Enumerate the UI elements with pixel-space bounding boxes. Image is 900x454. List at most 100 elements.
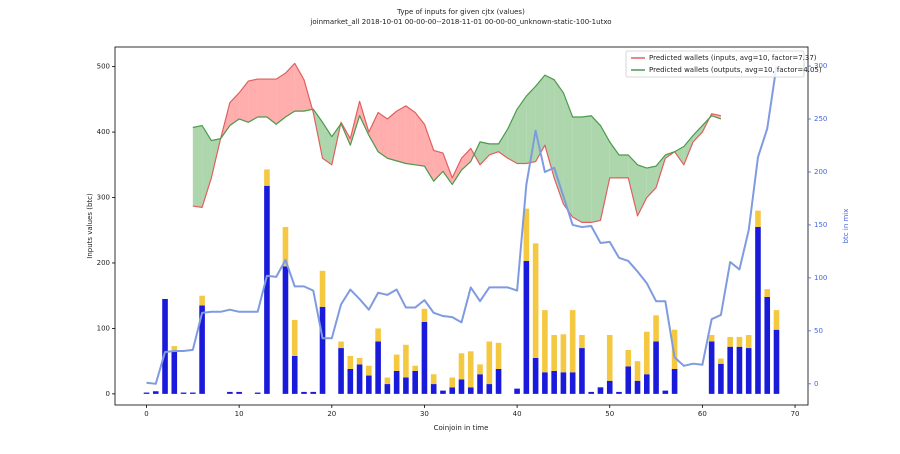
bar-segment: [607, 381, 613, 394]
bar-segment: [366, 376, 372, 394]
bar-segment: [709, 335, 715, 342]
bar-segment: [283, 266, 289, 394]
bar-segment: [616, 392, 622, 394]
bar-segment: [570, 372, 576, 394]
x-tick-label: 10: [235, 410, 244, 418]
bar-segment: [357, 364, 363, 393]
bar-segment: [310, 392, 316, 394]
y2-tick-label: 250: [814, 115, 827, 123]
y-tick-label: 400: [97, 128, 110, 136]
bar-segment: [644, 332, 650, 375]
bar-segment: [422, 309, 428, 322]
y2-axis-label: btc in mix: [842, 209, 850, 244]
bar-segment: [774, 310, 780, 330]
bar-segment: [412, 366, 418, 371]
bar-segment: [440, 391, 446, 394]
bar-segment: [579, 335, 585, 348]
bar-segment: [542, 310, 548, 372]
legend-label: Predicted wallets (inputs, avg=10, facto…: [649, 54, 817, 62]
bar-segment: [264, 169, 270, 185]
bar-segment: [422, 322, 428, 394]
bar-segment: [301, 392, 307, 394]
bar-segment: [542, 372, 548, 394]
bar-segment: [348, 369, 354, 394]
bar-segment: [477, 374, 483, 394]
bar-segment: [718, 359, 724, 364]
y-tick-label: 500: [97, 63, 110, 71]
bar-segment: [468, 351, 474, 387]
fill-between: [258, 79, 267, 117]
fill-between: [248, 79, 257, 122]
bar-segment: [496, 369, 502, 394]
bar-segment: [227, 392, 233, 394]
bar-segment: [162, 299, 168, 394]
bar-segment: [403, 378, 409, 394]
fill-between: [619, 155, 628, 178]
y-tick-label: 100: [97, 324, 110, 332]
x-tick-label: 30: [420, 410, 429, 418]
bar-segment: [338, 348, 344, 394]
bar-segment: [755, 211, 761, 227]
y-tick-label: 200: [97, 259, 110, 267]
bar-segment: [153, 391, 159, 394]
fill-between: [193, 126, 202, 208]
bar-segment: [459, 379, 465, 393]
bar-segment: [394, 355, 400, 371]
x-tick-label: 50: [605, 410, 614, 418]
bar-segment: [199, 296, 205, 306]
bar-segment: [486, 384, 492, 394]
chart-title: Type of inputs for given cjtx (values): [396, 8, 525, 16]
y2-tick-label: 200: [814, 168, 827, 176]
x-tick-label: 20: [327, 410, 336, 418]
x-axis-label: Coinjoin in time: [434, 424, 489, 432]
bar-segment: [486, 342, 492, 385]
fill-between: [369, 112, 378, 151]
fill-between: [610, 142, 619, 178]
bar-segment: [718, 364, 724, 394]
bar-segment: [746, 335, 752, 348]
bar-segment: [588, 392, 594, 394]
fill-between: [508, 109, 517, 163]
bar-segment: [320, 271, 326, 307]
bar-segment: [709, 342, 715, 394]
bar-segment: [607, 335, 613, 381]
bar-segment: [292, 356, 298, 394]
bar-segment: [533, 243, 539, 358]
bar-segment: [320, 307, 326, 394]
bar-segment: [561, 372, 567, 394]
bar-segment: [635, 381, 641, 394]
bar-segment: [403, 345, 409, 378]
bar-segment: [727, 337, 733, 347]
bar-segment: [338, 342, 344, 349]
bar-segment: [449, 378, 455, 388]
bar-segment: [764, 297, 770, 394]
y2-tick-label: 150: [814, 221, 827, 229]
bar-segment: [663, 391, 669, 394]
bar-segment: [737, 347, 743, 394]
fill-between: [378, 112, 387, 158]
fill-between: [499, 129, 508, 158]
legend-label: Predicted wallets (outputs, avg=10, fact…: [649, 66, 822, 74]
fill-between: [415, 112, 424, 166]
bar-segment: [774, 330, 780, 394]
fill-between: [406, 106, 415, 165]
bar-segment: [496, 343, 502, 369]
bar-segment: [551, 371, 557, 394]
bar-segment: [394, 371, 400, 394]
plot-frame: [115, 47, 808, 405]
x-tick-label: 60: [698, 410, 707, 418]
bar-segment: [264, 186, 270, 394]
bar-segment: [561, 334, 567, 372]
bar-segment: [181, 393, 187, 394]
bar-segment: [477, 364, 483, 374]
y2-tick-label: 100: [814, 274, 827, 282]
bar-segment: [292, 320, 298, 356]
bar-segment: [727, 347, 733, 394]
bar-segment: [625, 366, 631, 393]
chart-subtitle: joinmarket_all 2018-10-01 00-00-00--2018…: [309, 18, 611, 26]
bar-segment: [468, 387, 474, 394]
x-tick-label: 0: [144, 410, 148, 418]
bar-segment: [366, 366, 372, 376]
bar-segment: [171, 351, 177, 394]
